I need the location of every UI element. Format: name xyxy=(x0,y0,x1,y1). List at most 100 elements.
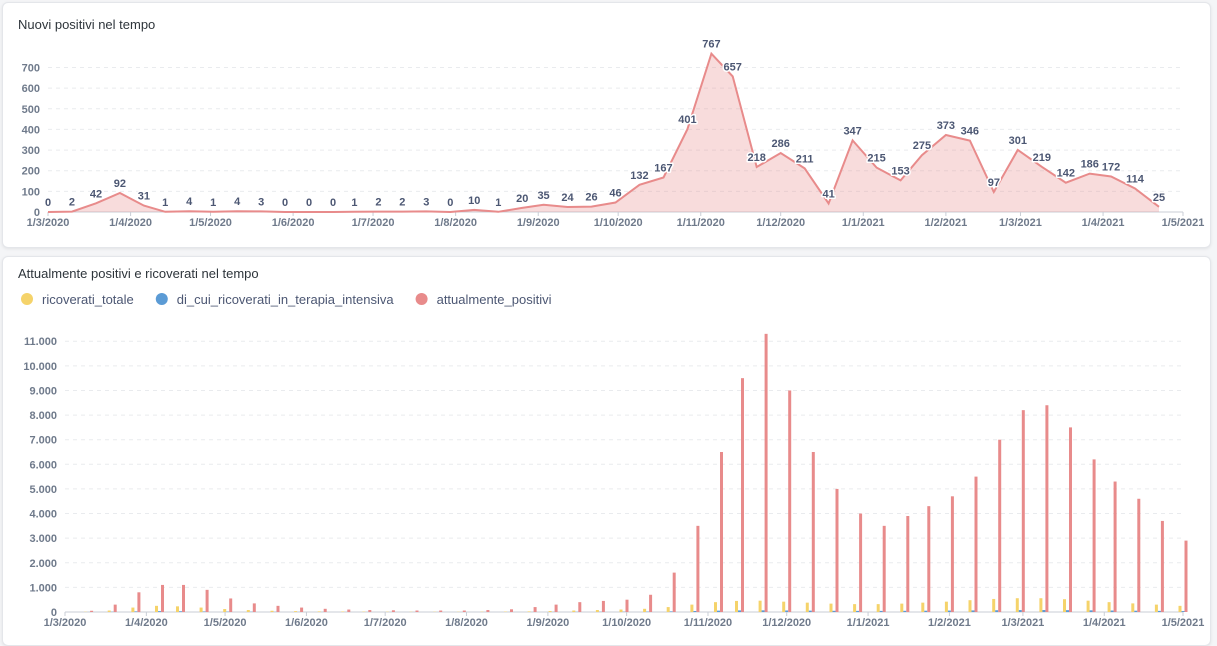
bar xyxy=(738,610,741,612)
chart: Attualmente positivi e ricoverati nel te… xyxy=(18,266,1205,629)
bar xyxy=(137,592,141,612)
value-label: 167 xyxy=(654,163,672,175)
bar xyxy=(134,611,138,612)
bar xyxy=(1045,405,1049,612)
chart-title: Nuovi positivi nel tempo xyxy=(18,17,155,32)
bar xyxy=(601,600,605,612)
bar xyxy=(368,610,372,612)
bar xyxy=(903,610,907,612)
bar xyxy=(696,525,700,612)
value-label: 211 xyxy=(796,153,814,165)
bar xyxy=(619,609,623,612)
y-tick-label: 0 xyxy=(51,607,57,619)
bar xyxy=(906,516,910,612)
bar xyxy=(1066,610,1069,612)
y-tick-label: 8.000 xyxy=(29,410,57,422)
value-label: 1 xyxy=(162,197,168,209)
bar xyxy=(155,605,158,612)
bar xyxy=(856,610,860,612)
value-label: 97 xyxy=(988,177,1000,189)
y-tick-label: 11.000 xyxy=(24,336,57,348)
bar xyxy=(182,584,185,612)
bar xyxy=(859,513,863,612)
value-label: 92 xyxy=(114,178,126,190)
value-label: 10 xyxy=(468,195,480,207)
bar xyxy=(578,602,582,612)
value-label: 3 xyxy=(258,196,264,208)
bar xyxy=(1089,610,1093,612)
bar xyxy=(323,608,327,612)
y-tick-label: 10.000 xyxy=(23,361,57,373)
chart: Nuovi positivi nel tempo 010020030040050… xyxy=(18,17,1205,229)
x-tick-label: 1/4/2020 xyxy=(125,617,168,629)
x-tick-label: 1/1/2021 xyxy=(842,217,885,229)
legend-label: attualmente_positivi xyxy=(437,292,552,307)
value-label: 153 xyxy=(891,165,909,177)
value-label: 132 xyxy=(630,170,648,182)
y-tick-label: 400 xyxy=(22,124,40,136)
y-tick-label: 9.000 xyxy=(29,385,57,397)
x-tick-label: 1/10/2020 xyxy=(594,217,643,229)
legend-marker xyxy=(155,293,168,305)
bar xyxy=(270,610,274,612)
value-label: 1 xyxy=(210,197,216,209)
x-tick-label: 1/2/2021 xyxy=(924,217,967,229)
bar xyxy=(229,598,233,612)
value-label: 26 xyxy=(585,192,597,204)
chart-title: Attualmente positivi e ricoverati nel te… xyxy=(18,266,259,281)
x-tick-label: 1/8/2020 xyxy=(445,617,488,629)
bar xyxy=(879,610,883,612)
value-label: 0 xyxy=(282,197,288,209)
value-label: 25 xyxy=(1153,192,1165,204)
y-tick-label: 600 xyxy=(22,83,40,95)
x-tick-label: 1/5/2021 xyxy=(1162,217,1205,229)
bar xyxy=(1092,459,1096,612)
y-tick-label: 4.000 xyxy=(29,509,57,521)
bar xyxy=(992,598,996,612)
value-label: 373 xyxy=(937,120,955,132)
x-tick-label: 1/5/2021 xyxy=(1162,617,1205,629)
bar xyxy=(741,378,744,612)
bar xyxy=(785,610,789,612)
x-tick-label: 1/11/2020 xyxy=(684,617,732,629)
bar xyxy=(714,602,717,612)
bar xyxy=(625,599,629,612)
value-label: 31 xyxy=(138,191,150,203)
bar xyxy=(805,602,809,612)
value-label: 657 xyxy=(724,61,742,73)
bar xyxy=(1110,610,1114,612)
y-tick-label: 200 xyxy=(22,166,40,178)
bar xyxy=(548,611,552,612)
bar xyxy=(1131,603,1135,612)
value-label: 172 xyxy=(1102,161,1120,173)
bar xyxy=(1039,598,1043,612)
bar xyxy=(876,604,880,612)
bar xyxy=(998,439,1002,612)
value-label: 215 xyxy=(867,153,885,165)
bar xyxy=(1113,481,1117,612)
bar xyxy=(415,610,419,612)
bar xyxy=(1063,599,1066,612)
value-label: 2 xyxy=(375,197,381,209)
bar xyxy=(1086,600,1090,612)
y-tick-label: 2.000 xyxy=(29,558,57,570)
y-tick-label: 3.000 xyxy=(29,533,57,545)
x-tick-label: 1/4/2021 xyxy=(1082,217,1125,229)
value-label: 41 xyxy=(823,189,835,201)
bar xyxy=(1107,602,1111,612)
bar xyxy=(347,609,351,612)
value-label: 0 xyxy=(447,197,453,209)
bar xyxy=(527,611,531,612)
bar xyxy=(808,610,812,612)
bar xyxy=(1042,610,1046,612)
bar xyxy=(761,610,765,612)
value-label: 1 xyxy=(351,197,357,209)
bar xyxy=(161,584,164,612)
bar xyxy=(1178,605,1182,612)
x-tick-label: 1/3/2020 xyxy=(44,617,87,629)
y-tick-label: 700 xyxy=(22,63,40,75)
bar xyxy=(131,607,135,612)
value-label: 275 xyxy=(913,140,931,152)
line xyxy=(47,51,1160,214)
